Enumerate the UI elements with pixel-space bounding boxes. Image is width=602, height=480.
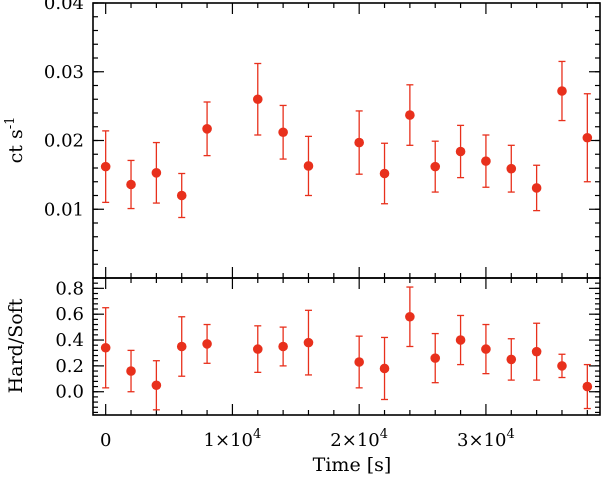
- hardness-data-point: [278, 341, 288, 352]
- hardness-data-point: [405, 311, 415, 322]
- y-tick-label: 0.0: [55, 382, 84, 403]
- rate-data-point: [126, 179, 136, 190]
- top-y-axis-ticks: 0.01 0.02 0.03 0.04: [44, 0, 600, 279]
- count-rate-panel: 0.01 0.02 0.03 0.04 ct s-1: [3, 0, 601, 279]
- hardness-data-point: [531, 346, 542, 357]
- rate-data-point: [557, 86, 567, 96]
- hardness-data-point: [126, 366, 136, 376]
- hardness-data-point: [379, 363, 390, 374]
- y-tick-label: 0.2: [55, 356, 84, 377]
- top-plot-frame: [92, 2, 601, 279]
- count-rate-series: [100, 60, 593, 219]
- rate-data-point: [531, 183, 542, 193]
- hardness-data-point: [557, 361, 567, 371]
- bottom-plot-frame: [92, 277, 601, 416]
- y-tick-label: 0.04: [44, 0, 84, 14]
- rate-data-point: [455, 146, 466, 157]
- y-tick-label: 0.02: [44, 131, 84, 152]
- rate-data-point: [252, 94, 263, 105]
- rate-data-point: [176, 190, 187, 201]
- x-tick-label: 1×104: [204, 427, 262, 451]
- x-axis-label: Time [s]: [313, 454, 392, 476]
- x-tick-label: 0: [100, 430, 111, 451]
- y-tick-label: 0.4: [55, 330, 84, 351]
- rate-data-point: [506, 163, 517, 174]
- bottom-y-axis-ticks: 0.0 0.2 0.4 0.6 0.8: [55, 277, 600, 414]
- hardness-data-point: [202, 339, 212, 349]
- rate-data-point: [481, 156, 491, 166]
- rate-data-point: [100, 161, 111, 172]
- y-tick-label: 0.6: [55, 304, 84, 325]
- y-tick-label: 0.03: [44, 62, 84, 83]
- rate-data-point: [582, 132, 593, 143]
- bottom-y-axis-label: Hard/Soft: [5, 298, 27, 393]
- hardness-ratio-series: [100, 286, 593, 411]
- hardness-data-point: [252, 344, 263, 354]
- hardness-data-point: [176, 341, 187, 352]
- hardness-data-point: [455, 335, 466, 345]
- rate-data-point: [303, 161, 314, 171]
- rate-data-point: [354, 137, 364, 148]
- rate-data-point: [379, 168, 390, 179]
- rate-data-point: [151, 168, 162, 178]
- x-tick-label: 2×104: [330, 427, 388, 451]
- rate-data-point: [278, 127, 288, 138]
- rate-data-point: [202, 124, 212, 134]
- hardness-data-point: [582, 381, 593, 392]
- hardness-data-point: [430, 353, 441, 363]
- hardness-ratio-panel: 0.0 0.2 0.4 0.6 0.8 0 1×104 2×104 3×104 Hard/So…: [5, 277, 601, 476]
- hardness-data-point: [481, 344, 491, 354]
- hardness-data-point: [303, 337, 314, 348]
- y-tick-label: 0.8: [55, 278, 84, 299]
- hardness-data-point: [506, 354, 517, 365]
- hardness-data-point: [100, 342, 111, 353]
- y-tick-label: 0.01: [44, 199, 84, 220]
- rate-data-point: [405, 110, 415, 120]
- x-axis-ticks: 0 1×104 2×104 3×104: [100, 278, 588, 451]
- hardness-data-point: [151, 380, 162, 391]
- hardness-data-point: [354, 357, 364, 367]
- top-y-axis-label: ct s-1: [3, 117, 27, 164]
- x-tick-label: 3×104: [457, 427, 515, 451]
- rate-data-point: [430, 161, 441, 172]
